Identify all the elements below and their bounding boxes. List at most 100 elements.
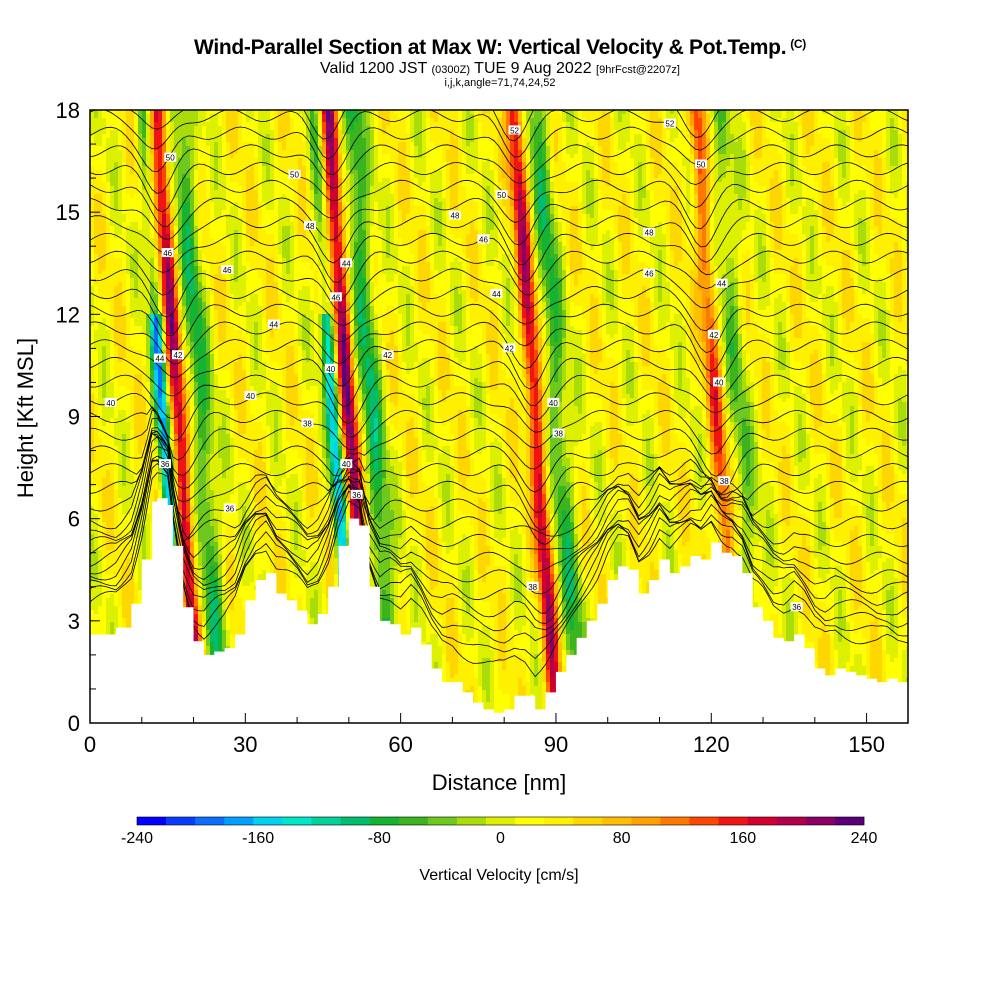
field-cell — [826, 134, 831, 139]
field-cell — [346, 114, 351, 119]
field-cell — [766, 130, 771, 135]
field-cell — [722, 114, 727, 119]
field-cell — [342, 126, 347, 131]
field-cell — [578, 134, 583, 139]
field-cell — [190, 130, 195, 135]
field-cell — [594, 134, 599, 139]
field-cell — [686, 134, 691, 139]
field-cell — [102, 138, 107, 143]
field-cell — [278, 130, 283, 135]
field-cell — [230, 122, 235, 127]
field-cell — [334, 118, 339, 123]
field-cell — [842, 122, 847, 127]
field-cell — [590, 114, 595, 119]
field-cell — [662, 130, 667, 135]
field-cell — [426, 134, 431, 139]
field-cell — [422, 122, 427, 127]
field-cell — [538, 130, 543, 135]
field-cell — [570, 118, 575, 123]
field-cell — [742, 114, 747, 119]
field-cell — [226, 134, 231, 139]
field-cell — [478, 130, 483, 135]
field-cell — [758, 134, 763, 139]
field-cell — [690, 122, 695, 127]
field-cell — [846, 126, 851, 131]
field-cell — [206, 138, 211, 143]
field-cell — [434, 134, 439, 139]
field-cell — [334, 130, 339, 135]
field-cell — [626, 130, 631, 135]
field-cell — [302, 138, 307, 143]
field-cell — [162, 118, 167, 123]
field-cell — [414, 126, 419, 131]
field-cell — [638, 134, 643, 139]
field-cell — [374, 122, 379, 127]
field-cell — [230, 118, 235, 123]
field-cell — [854, 126, 859, 131]
field-cell — [130, 114, 135, 119]
field-cell — [390, 118, 395, 123]
field-cell — [478, 122, 483, 127]
field-cell — [698, 130, 703, 135]
field-cell — [426, 114, 431, 119]
field-cell — [358, 118, 363, 123]
field-cell — [894, 134, 899, 139]
field-cell — [618, 134, 623, 139]
field-cell — [106, 118, 111, 123]
field-cell — [178, 114, 183, 119]
field-cell — [374, 118, 379, 123]
field-cell — [730, 126, 735, 131]
field-cell — [686, 118, 691, 123]
field-cell — [242, 118, 247, 123]
field-cell — [798, 122, 803, 127]
field-cell — [782, 130, 787, 135]
field-cell — [514, 114, 519, 119]
field-cell — [186, 138, 191, 143]
field-cell — [846, 130, 851, 135]
field-cell — [650, 126, 655, 131]
field-cell — [610, 126, 615, 131]
field-cell — [270, 126, 275, 131]
field-cell — [434, 122, 439, 127]
field-cell — [622, 114, 627, 119]
field-cell — [546, 126, 551, 131]
field-cell — [710, 134, 715, 139]
field-cell — [266, 122, 271, 127]
field-cell — [98, 138, 103, 143]
field-cell — [330, 114, 335, 119]
field-cell — [718, 126, 723, 131]
field-cell — [394, 118, 399, 123]
field-cell — [398, 126, 403, 131]
field-cell — [382, 114, 387, 119]
field-cell — [870, 114, 875, 119]
field-cell — [550, 126, 555, 131]
field-cell — [626, 134, 631, 139]
field-cell — [222, 134, 227, 139]
field-cell — [578, 122, 583, 127]
field-cell — [226, 138, 231, 143]
field-cell — [102, 114, 107, 119]
field-cell — [790, 126, 795, 131]
field-cell — [626, 118, 631, 123]
field-cell — [762, 126, 767, 131]
field-cell — [218, 138, 223, 143]
field-cell — [170, 138, 175, 143]
field-cell — [818, 118, 823, 123]
field-cell — [554, 122, 559, 127]
field-cell — [162, 130, 167, 135]
field-cell — [282, 122, 287, 127]
field-cell — [850, 122, 855, 127]
field-cell — [378, 122, 383, 127]
field-cell — [530, 122, 535, 127]
field-cell — [814, 114, 819, 119]
field-cell — [806, 114, 811, 119]
field-cell — [902, 114, 907, 119]
field-cell — [314, 122, 319, 127]
field-cell — [822, 122, 827, 127]
field-cell — [470, 122, 475, 127]
field-cell — [194, 126, 199, 131]
field-cell — [430, 118, 435, 123]
field-cell — [466, 130, 471, 135]
field-cell — [290, 118, 295, 123]
field-cell — [602, 126, 607, 131]
